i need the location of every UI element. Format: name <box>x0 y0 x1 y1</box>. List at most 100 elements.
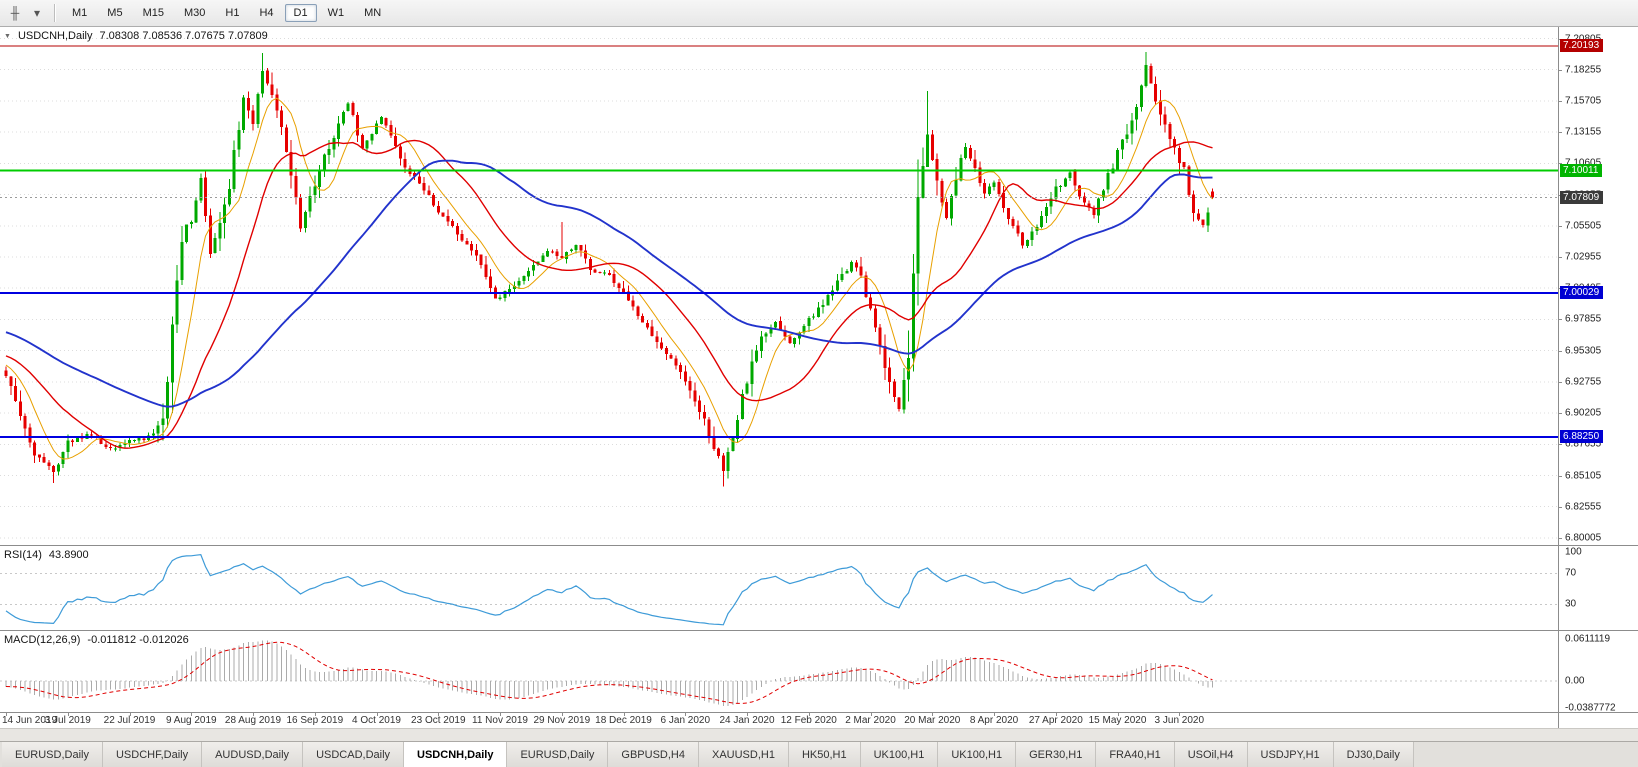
time-scale[interactable]: 14 Jun 2019 3 Jul 2019 22 Jul 2019 9 Aug 20… <box>0 712 1638 728</box>
chart-tab-usdcad-daily[interactable]: USDCAD,Daily <box>303 742 405 767</box>
time-tick-mark <box>314 713 316 716</box>
price-tick-label: 6.97855 <box>1565 313 1602 325</box>
chart-tab-hk50-h1[interactable]: HK50,H1 <box>788 742 861 767</box>
price-level-badge: 7.07809 <box>1560 190 1604 204</box>
price-tick-label: 7.10605 <box>1565 158 1601 169</box>
dropdown-arrow-icon: ▾ <box>33 6 41 20</box>
price-tick-label: 7.02955 <box>1565 251 1602 263</box>
chart-tab-audusd-daily[interactable]: AUDUSD,Daily <box>202 742 304 767</box>
chart-tab-fra40-h1[interactable]: FRA40,H1 <box>1096 742 1175 767</box>
price-tick-mark <box>1559 100 1562 102</box>
price-tick-label: 7.15705 <box>1565 95 1602 107</box>
macd-title: MACD(12,26,9) -0.011812 -0.012026 <box>4 634 189 646</box>
price-level-badge: 7.10011 <box>1560 163 1603 177</box>
time-tick-mark <box>747 713 748 716</box>
price-tick-mark <box>1559 350 1562 352</box>
time-tick-label: 22 Jul 2019 <box>103 715 156 726</box>
chart-tab-ger30-h1[interactable]: GER30,H1 <box>1016 742 1097 767</box>
timeframe-button-m1[interactable]: M1 <box>63 4 96 22</box>
timeframe-button-w1[interactable]: W1 <box>319 4 354 22</box>
time-tick-mark <box>870 713 872 716</box>
price-tick-label: 6.87655 <box>1565 438 1602 450</box>
timeframe-button-m5[interactable]: M5 <box>98 4 131 22</box>
time-tick-label: 23 Oct 2019 <box>411 715 466 726</box>
time-tick-mark <box>438 713 440 716</box>
time-tick-mark <box>1055 713 1057 716</box>
macd-tick-label: 0.00 <box>1565 675 1585 687</box>
price-tick-label: 6.90205 <box>1565 407 1602 419</box>
time-tick-mark <box>994 713 995 716</box>
price-tick-label: 6.80005 <box>1565 532 1602 544</box>
price-tick-mark <box>1559 319 1562 321</box>
time-tick-mark <box>1117 713 1119 716</box>
time-tick-label: 8 Apr 2020 <box>969 715 1019 726</box>
macd-indicator-panel: MACD(12,26,9) -0.011812 -0.012026 0.0611… <box>0 630 1638 714</box>
horizontal-scrollbar[interactable] <box>0 728 1638 741</box>
collapse-chart-icon[interactable]: ▼ <box>4 32 11 40</box>
time-tick-label: 4 Oct 2019 <box>352 715 401 726</box>
time-tick-label: 16 Sep 2019 <box>286 715 344 726</box>
chart-tab-uk100-h1[interactable]: UK100,H1 <box>938 742 1017 767</box>
timeframe-button-m15[interactable]: M15 <box>134 4 173 22</box>
timeframe-button-h1[interactable]: H1 <box>216 4 248 22</box>
time-tick-mark <box>808 713 810 716</box>
price-level-badge: 7.00029 <box>1560 285 1604 299</box>
timeframe-button-m30[interactable]: M30 <box>175 4 214 22</box>
price-tick-mark <box>1559 225 1562 227</box>
price-tick-mark <box>1559 475 1562 477</box>
timeframe-button-mn[interactable]: MN <box>355 4 390 22</box>
macd-scale[interactable]: 0.0611119 0.00 -0.0387772 <box>1558 631 1638 714</box>
chart-tab-dj30-daily[interactable]: DJ30,Daily <box>1333 742 1414 767</box>
rsi-indicator-chart[interactable] <box>0 546 1559 630</box>
macd-tick-label: 0.0611119 <box>1565 633 1611 645</box>
timeframe-buttons-group: M1 M5 M15 M30 H1 H4 D1 W1 MN <box>62 4 391 22</box>
time-tick-mark <box>500 713 501 716</box>
rsi-scale[interactable]: 100 70 30 <box>1558 546 1638 630</box>
time-scale-corner <box>1558 713 1638 728</box>
price-tick-label: 7.20805 <box>1565 33 1601 44</box>
timeframe-button-d1[interactable]: D1 <box>284 4 317 22</box>
time-tick-label: 3 Jun 2020 <box>1154 715 1205 726</box>
price-tick-mark <box>1559 257 1562 258</box>
price-level-badge: 7.20193 <box>1560 39 1604 52</box>
chart-tab-eurusd-daily[interactable]: EURUSD,Daily <box>2 742 103 767</box>
time-tick-mark <box>685 713 687 716</box>
chart-tabs-bar: EURUSD,Daily USDCHF,Daily AUDUSD,Daily USDC… <box>0 741 1638 767</box>
price-scale[interactable]: 7.208057.182557.157057.131557.106057.080… <box>1558 27 1638 545</box>
time-tick-label: 29 Nov 2019 <box>533 715 591 726</box>
candlestick-chart[interactable] <box>0 27 1559 545</box>
macd-values: -0.011812 -0.012026 <box>87 634 189 646</box>
time-tick-mark <box>376 713 378 716</box>
toolbar-separator <box>54 4 56 22</box>
chart-tab-usoil-h4[interactable]: USOil,H4 <box>1174 742 1248 767</box>
chart-options-dropdown-icon[interactable]: ▾ <box>27 3 47 23</box>
time-tick-mark <box>253 713 254 716</box>
time-tick-label: 6 Jan 2020 <box>660 715 711 726</box>
timeframe-button-h4[interactable]: H4 <box>250 4 282 22</box>
price-tick-mark <box>1559 413 1562 414</box>
time-tick-label: 18 Dec 2019 <box>595 715 652 726</box>
chart-tab-uk100-h1[interactable]: UK100,H1 <box>860 742 939 767</box>
time-tick-mark <box>623 713 625 716</box>
chart-title: ▼ USDCNH,Daily 7.08308 7.08536 7.07675 7… <box>4 30 268 42</box>
price-tick-label: 7.05505 <box>1565 220 1602 232</box>
chart-tab-eurusd-daily[interactable]: EURUSD,Daily <box>507 742 609 767</box>
time-tick-mark <box>191 713 193 716</box>
time-tick-label: 9 Aug 2019 <box>165 715 217 726</box>
time-tick-label: 11 Nov 2019 <box>472 715 528 726</box>
chart-tab-xauusd-h1[interactable]: XAUUSD,H1 <box>698 742 789 767</box>
rsi-tick-label: 30 <box>1565 598 1577 610</box>
price-tick-mark <box>1559 132 1562 134</box>
chart-tab-usdjpy-h1[interactable]: USDJPY,H1 <box>1247 742 1334 767</box>
rsi-tick-label: 100 <box>1565 546 1582 558</box>
price-tick-label: 6.92755 <box>1565 376 1602 388</box>
macd-indicator-chart[interactable] <box>0 631 1559 712</box>
price-tick-mark <box>1559 537 1562 539</box>
macd-tick-label: -0.0387772 <box>1565 702 1616 714</box>
chart-type-icon[interactable]: ╫ <box>5 3 25 23</box>
chart-tab-usdcnh-daily[interactable]: USDCNH,Daily <box>404 742 508 767</box>
chart-tab-usdchf-daily[interactable]: USDCHF,Daily <box>102 742 203 767</box>
time-tick-label: 2 Mar 2020 <box>845 715 896 726</box>
time-tick-label: 12 Feb 2020 <box>780 715 837 726</box>
chart-tab-gbpusd-h4[interactable]: GBPUSD,H4 <box>608 742 699 767</box>
